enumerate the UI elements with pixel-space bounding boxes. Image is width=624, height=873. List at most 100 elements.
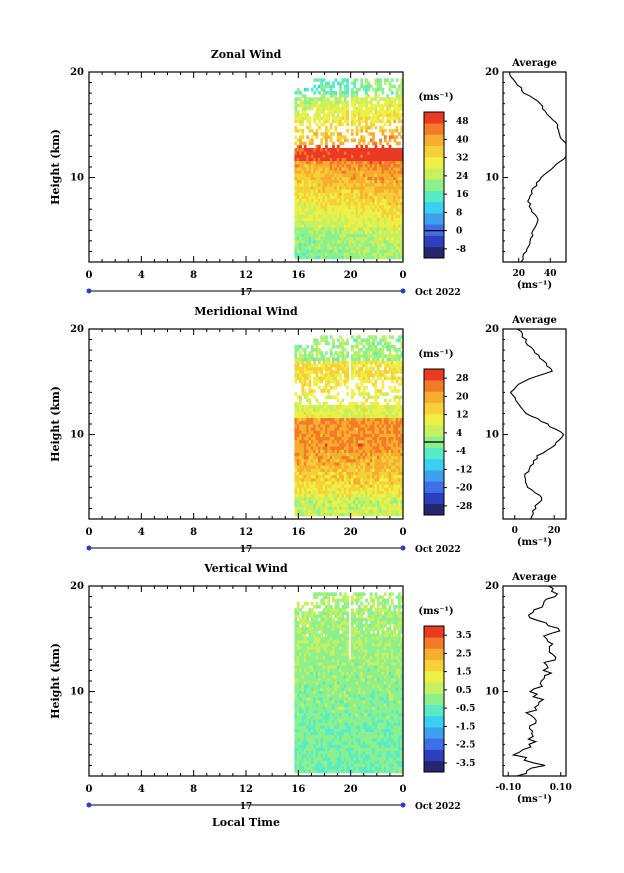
- heatmap-cell: [383, 252, 387, 257]
- heatmap-cell: [350, 357, 354, 362]
- heatmap-cell: [365, 468, 368, 472]
- heatmap-cell: [301, 122, 305, 127]
- heatmap-cell: [329, 179, 333, 184]
- heatmap-cell: [308, 205, 312, 209]
- heatmap-cell: [367, 484, 371, 488]
- heatmap-cell: [376, 766, 380, 771]
- heatmap-cell: [381, 103, 385, 108]
- heatmap-cell: [308, 443, 312, 447]
- heatmap-cell: [400, 81, 404, 86]
- heatmap-cell: [369, 116, 373, 120]
- heatmap-cell: [381, 477, 385, 482]
- heatmap-cell: [353, 151, 357, 155]
- heatmap-cell: [398, 239, 401, 244]
- heatmap-cell: [395, 395, 399, 400]
- heatmap-cell: [299, 201, 302, 206]
- heatmap-cell: [398, 500, 401, 504]
- heatmap-cell: [329, 170, 333, 174]
- heatmap-cell: [374, 230, 378, 234]
- heatmap-cell: [398, 769, 401, 774]
- heatmap-cell: [294, 211, 298, 215]
- heatmap-cell: [329, 424, 333, 428]
- heatmap-cell: [395, 411, 399, 415]
- heatmap-cell: [355, 179, 359, 184]
- heatmap-cell: [310, 481, 314, 485]
- heatmap-cell: [343, 151, 347, 155]
- heatmap-cell: [362, 386, 366, 390]
- heatmap-cell: [360, 411, 364, 415]
- heatmap-cell: [365, 379, 368, 384]
- heatmap-cell: [393, 405, 397, 409]
- heatmap-cell: [329, 182, 333, 187]
- heatmap-cell: [360, 186, 364, 190]
- heatmap-cell: [350, 224, 354, 228]
- heatmap-cell: [334, 182, 338, 187]
- heatmap-cell: [306, 760, 309, 764]
- heatmap-cell: [362, 493, 366, 498]
- heatmap-cell: [350, 252, 354, 257]
- heatmap-cell: [341, 360, 345, 365]
- heatmap-cell: [376, 243, 380, 247]
- heatmap-cell: [334, 224, 338, 228]
- heatmap-cell: [386, 433, 389, 438]
- heatmap-cell: [355, 186, 359, 190]
- average-x-tick-label: 0: [512, 526, 518, 536]
- heatmap-cell: [365, 81, 368, 86]
- heatmap-cell: [390, 198, 394, 203]
- heatmap-cell: [398, 490, 401, 495]
- heatmap-cell: [362, 249, 366, 253]
- heatmap-cell: [395, 201, 399, 206]
- heatmap-cell: [341, 195, 345, 200]
- heatmap-cell: [332, 436, 335, 441]
- heatmap-cell: [332, 496, 335, 501]
- heatmap-cell: [315, 144, 319, 149]
- heatmap-cell: [339, 496, 342, 501]
- heatmap-cell: [360, 103, 364, 108]
- heatmap-cell: [329, 449, 333, 453]
- heatmap-cell: [374, 484, 378, 488]
- heatmap-cell: [353, 427, 357, 431]
- heatmap-cell: [395, 236, 399, 241]
- heatmap-cell: [376, 439, 380, 444]
- heatmap-cell: [369, 367, 373, 371]
- heatmap-cell: [296, 395, 300, 400]
- heatmap-cell: [296, 344, 300, 349]
- heatmap-cell: [393, 220, 397, 225]
- heatmap-cell: [317, 414, 321, 419]
- heatmap-cell: [294, 481, 298, 485]
- heatmap-cell: [400, 376, 404, 381]
- heatmap-cell: [334, 249, 338, 253]
- heatmap-cell: [398, 382, 401, 387]
- heatmap-cell: [348, 753, 352, 758]
- heatmap-cell: [372, 439, 375, 444]
- heatmap-cell: [336, 420, 340, 425]
- heatmap-cell: [296, 233, 300, 238]
- heatmap-cell: [360, 401, 364, 406]
- heatmap-cell: [353, 189, 357, 193]
- heatmap-cell: [350, 487, 354, 491]
- heatmap-cell: [388, 462, 392, 466]
- heatmap-cell: [343, 354, 347, 358]
- heatmap-cell: [320, 148, 324, 152]
- heatmap-cell: [348, 408, 352, 412]
- heatmap-cell: [294, 417, 298, 422]
- heatmap-cell: [350, 477, 354, 482]
- heatmap-cell: [362, 217, 366, 222]
- heatmap-cell: [306, 430, 309, 434]
- heatmap-cell: [376, 230, 380, 234]
- heatmap-cell: [393, 211, 397, 215]
- heatmap-cell: [383, 335, 387, 339]
- heatmap-cell: [296, 157, 300, 162]
- heatmap-cell: [393, 195, 397, 200]
- heatmap-cell: [386, 500, 389, 504]
- heatmap-cell: [320, 471, 324, 476]
- heatmap-cell: [357, 186, 361, 190]
- heatmap-cell: [320, 487, 324, 491]
- heatmap-cell: [365, 195, 368, 200]
- heatmap-cell: [322, 252, 326, 257]
- heatmap-cell: [299, 436, 302, 441]
- heatmap-cell: [327, 103, 331, 108]
- heatmap-cell: [306, 125, 309, 130]
- heatmap-cell: [315, 493, 319, 498]
- heatmap-cell: [320, 363, 324, 368]
